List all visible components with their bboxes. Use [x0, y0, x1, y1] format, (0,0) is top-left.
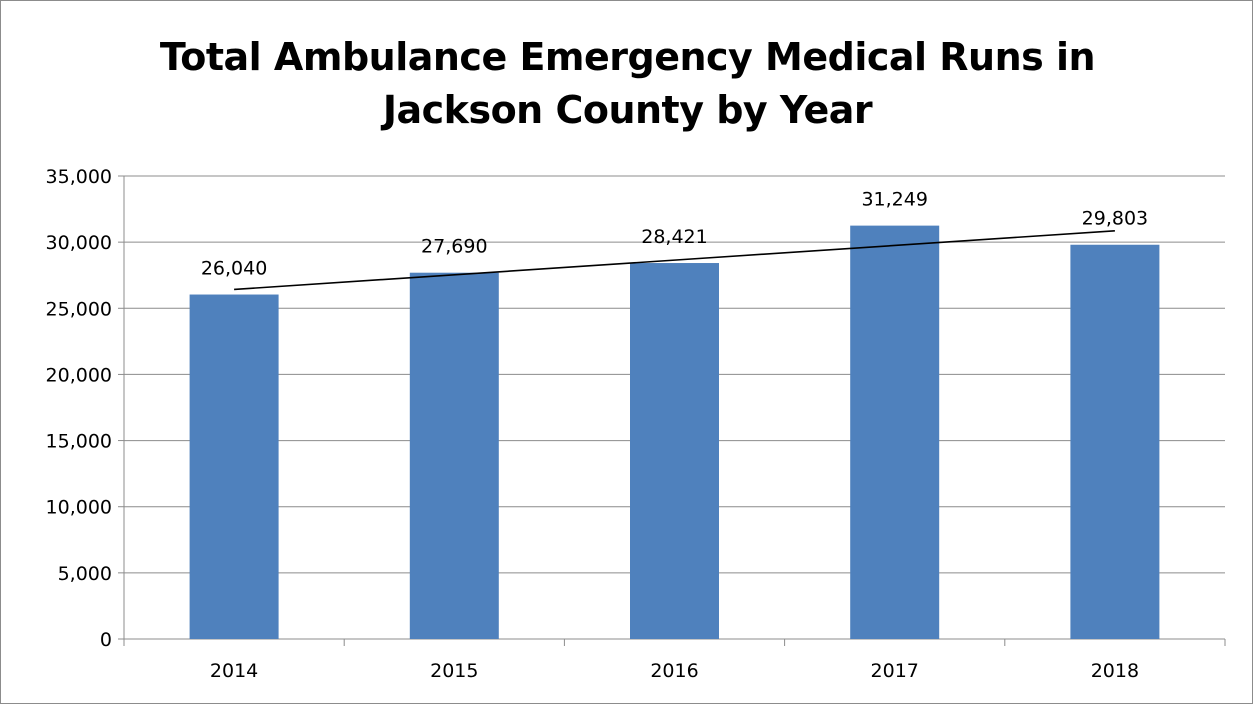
- y-tick-label: 5,000: [58, 563, 112, 585]
- data-label: 28,421: [641, 226, 707, 248]
- x-tick-label: 2016: [650, 660, 698, 682]
- y-tick-label: 35,000: [46, 166, 112, 188]
- bar-2014: [189, 294, 279, 639]
- y-tick-label: 10,000: [46, 497, 112, 519]
- x-tick-label: 2018: [1091, 660, 1139, 682]
- y-tick-label: 20,000: [46, 364, 112, 386]
- y-tick-label: 25,000: [46, 298, 112, 320]
- y-tick-label: 30,000: [46, 232, 112, 254]
- data-label: 29,803: [1082, 208, 1148, 230]
- data-label: 26,040: [201, 258, 267, 280]
- bar-2018: [1070, 244, 1160, 639]
- chart-title: Total Ambulance Emergency Medical Runs i…: [1, 31, 1253, 137]
- x-tick-label: 2014: [210, 660, 258, 682]
- y-tick-label: 0: [100, 629, 112, 651]
- bar-2016: [630, 263, 719, 639]
- y-tick-label: 15,000: [46, 431, 112, 453]
- bar-2015: [409, 272, 499, 639]
- x-tick-label: 2015: [430, 660, 478, 682]
- data-label: 31,249: [861, 189, 927, 211]
- chart-title-line-1: Total Ambulance Emergency Medical Runs i…: [159, 35, 1096, 79]
- data-label: 27,690: [421, 236, 487, 258]
- bar-2017: [850, 225, 940, 640]
- trendline: [234, 229, 1115, 291]
- x-tick-label: 2017: [871, 660, 919, 682]
- chart-title-line-2: Jackson County by Year: [382, 88, 873, 132]
